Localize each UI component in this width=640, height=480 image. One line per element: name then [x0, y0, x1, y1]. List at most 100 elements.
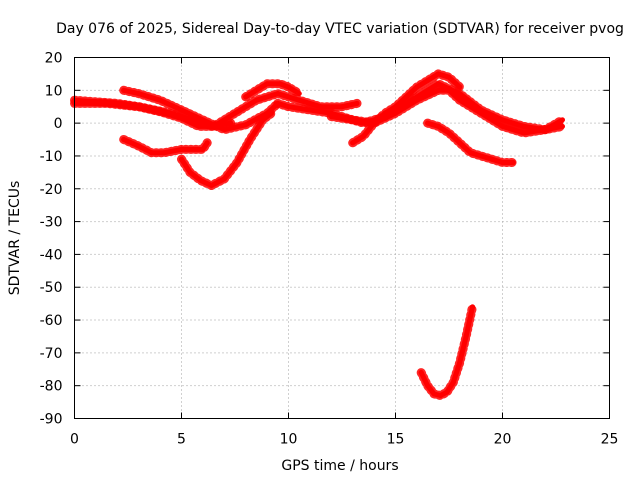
data-point	[286, 84, 291, 90]
x-tick-label: 10	[280, 432, 298, 448]
data-point	[307, 107, 313, 113]
data-point	[500, 160, 505, 166]
x-tick-label: 5	[177, 432, 186, 448]
data-point	[161, 150, 167, 156]
data-layer	[70, 69, 567, 400]
data-point	[296, 97, 302, 103]
data-point	[446, 87, 452, 93]
series-arc-h	[348, 69, 465, 148]
series-arc-f	[177, 108, 276, 190]
data-point	[435, 123, 441, 129]
tick-layer	[74, 57, 610, 419]
data-point	[446, 130, 452, 136]
data-point	[253, 97, 259, 103]
y-tick-label: 0	[54, 116, 63, 132]
plot-frame	[74, 57, 610, 419]
chart-title: Day 076 of 2025, Sidereal Day-to-day VTE…	[56, 21, 624, 37]
data-point	[431, 391, 437, 397]
y-axis-title: SDTVAR / TECUs	[7, 181, 23, 296]
series-arc-b	[70, 89, 362, 131]
data-point	[187, 169, 193, 175]
data-point	[136, 104, 142, 110]
data-point	[559, 117, 565, 123]
data-point	[232, 110, 238, 116]
data-point	[393, 110, 398, 116]
data-point	[371, 120, 377, 126]
series-arc-e	[119, 135, 212, 158]
data-point	[457, 97, 463, 103]
y-tick-label: 20	[45, 51, 63, 67]
y-tick-label: -80	[40, 379, 63, 395]
data-point	[234, 160, 240, 166]
data-point	[521, 130, 527, 136]
y-tick-label: -30	[40, 215, 63, 231]
data-point	[253, 87, 259, 93]
data-point	[121, 137, 127, 143]
data-point	[243, 122, 249, 128]
data-point	[470, 304, 476, 310]
data-point	[463, 333, 469, 339]
y-tick-label: -40	[40, 247, 63, 263]
data-point	[286, 104, 291, 110]
data-point	[200, 146, 206, 152]
data-point	[243, 94, 249, 100]
y-tick-label: -70	[40, 346, 63, 362]
series-arc-d	[241, 79, 304, 102]
data-point	[247, 137, 253, 143]
x-tick-label: 0	[70, 432, 79, 448]
data-point	[457, 140, 463, 146]
x-tick-label: 20	[494, 432, 512, 448]
data-point	[104, 100, 110, 106]
y-tick-label: -50	[40, 280, 63, 296]
data-point	[354, 100, 360, 106]
data-point	[435, 81, 441, 87]
data-point	[437, 393, 443, 399]
y-tick-label: -20	[40, 182, 63, 198]
data-point	[425, 383, 431, 389]
data-point	[467, 150, 473, 156]
data-point	[444, 389, 450, 395]
data-point	[425, 120, 431, 126]
y-tick-label: 10	[45, 83, 63, 99]
data-point	[136, 143, 142, 149]
data-point	[350, 117, 356, 123]
data-point	[168, 110, 174, 116]
data-point	[328, 114, 334, 120]
data-point	[457, 84, 463, 90]
data-point	[414, 97, 420, 103]
series-arc-i	[326, 85, 567, 138]
data-point	[221, 127, 227, 133]
data-point	[208, 182, 214, 188]
data-point	[149, 150, 155, 156]
y-tick-label: -90	[40, 412, 63, 428]
data-point	[296, 91, 302, 97]
data-point	[275, 100, 281, 106]
data-point	[478, 110, 484, 116]
series-arc-k	[416, 302, 477, 400]
x-axis-title: GPS time / hours	[281, 458, 398, 474]
data-point	[200, 117, 206, 123]
data-point	[457, 360, 463, 366]
data-point	[435, 71, 441, 77]
data-point	[478, 153, 484, 159]
data-point	[221, 176, 227, 182]
data-point	[542, 127, 548, 133]
data-point	[264, 81, 270, 87]
data-point	[450, 379, 456, 385]
data-point	[277, 81, 283, 87]
data-point	[260, 117, 266, 123]
data-point	[157, 97, 163, 103]
data-point	[500, 123, 505, 129]
series-arc-j	[423, 118, 518, 167]
data-point	[204, 140, 210, 146]
data-point	[179, 107, 184, 113]
data-point	[414, 84, 420, 90]
data-point	[446, 74, 452, 80]
data-point	[275, 91, 281, 97]
data-point	[418, 370, 424, 376]
data-point	[425, 77, 431, 83]
data-point	[179, 146, 184, 152]
y-tick-label: -60	[40, 313, 63, 329]
data-point	[339, 104, 345, 110]
